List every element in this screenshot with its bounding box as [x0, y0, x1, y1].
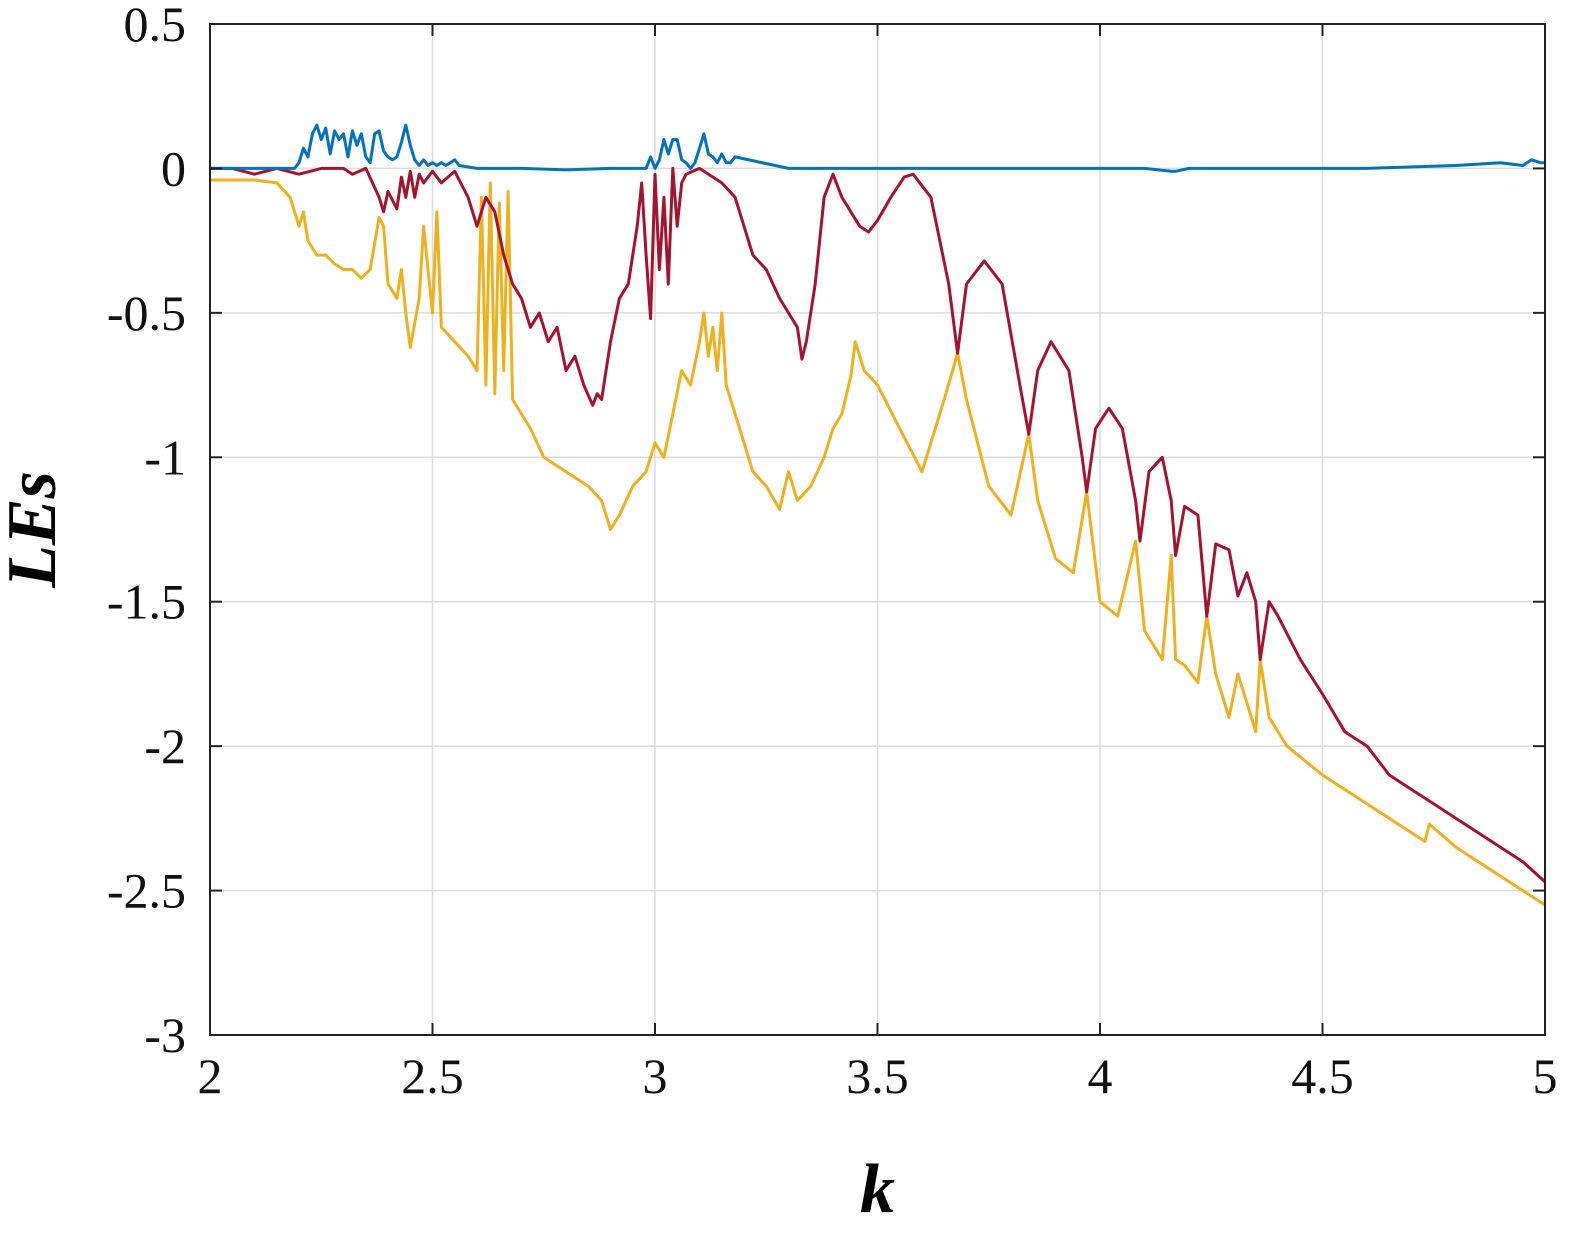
series-layer [210, 123, 1547, 907]
y-tick-labels: 0.5 0 -0.5 -1 -1.5 -2 -2.5 -3 [107, 0, 186, 1063]
y-tick-label: -1 [144, 429, 186, 485]
series-line-0 [210, 123, 1545, 173]
series-line-2 [210, 178, 1546, 907]
x-axis-label: k [860, 1151, 895, 1228]
y-tick-label: -3 [144, 1007, 186, 1063]
y-tick-label: -2.5 [107, 863, 186, 919]
x-tick-label: 2.5 [401, 1048, 464, 1104]
y-tick-label: -0.5 [107, 285, 186, 341]
x-tick-label: 2 [198, 1048, 223, 1104]
x-tick-label: 5 [1533, 1048, 1558, 1104]
y-tick-label: -1.5 [107, 574, 186, 630]
series-line-1 [210, 166, 1547, 884]
x-tick-labels: 2 2.5 3 3.5 4 4.5 5 [198, 1048, 1558, 1104]
x-tick-label: 3.5 [846, 1048, 909, 1104]
x-tick-label: 4.5 [1291, 1048, 1354, 1104]
x-tick-label: 4 [1088, 1048, 1113, 1104]
y-tick-label: -2 [144, 718, 186, 774]
y-tick-label: 0.5 [124, 0, 187, 52]
x-tick-label: 3 [643, 1048, 668, 1104]
grid-lines [209, 23, 1546, 1036]
tick-marks [209, 23, 1546, 1036]
y-tick-label: 0 [161, 140, 186, 196]
y-axis-label: LEs [0, 471, 71, 589]
